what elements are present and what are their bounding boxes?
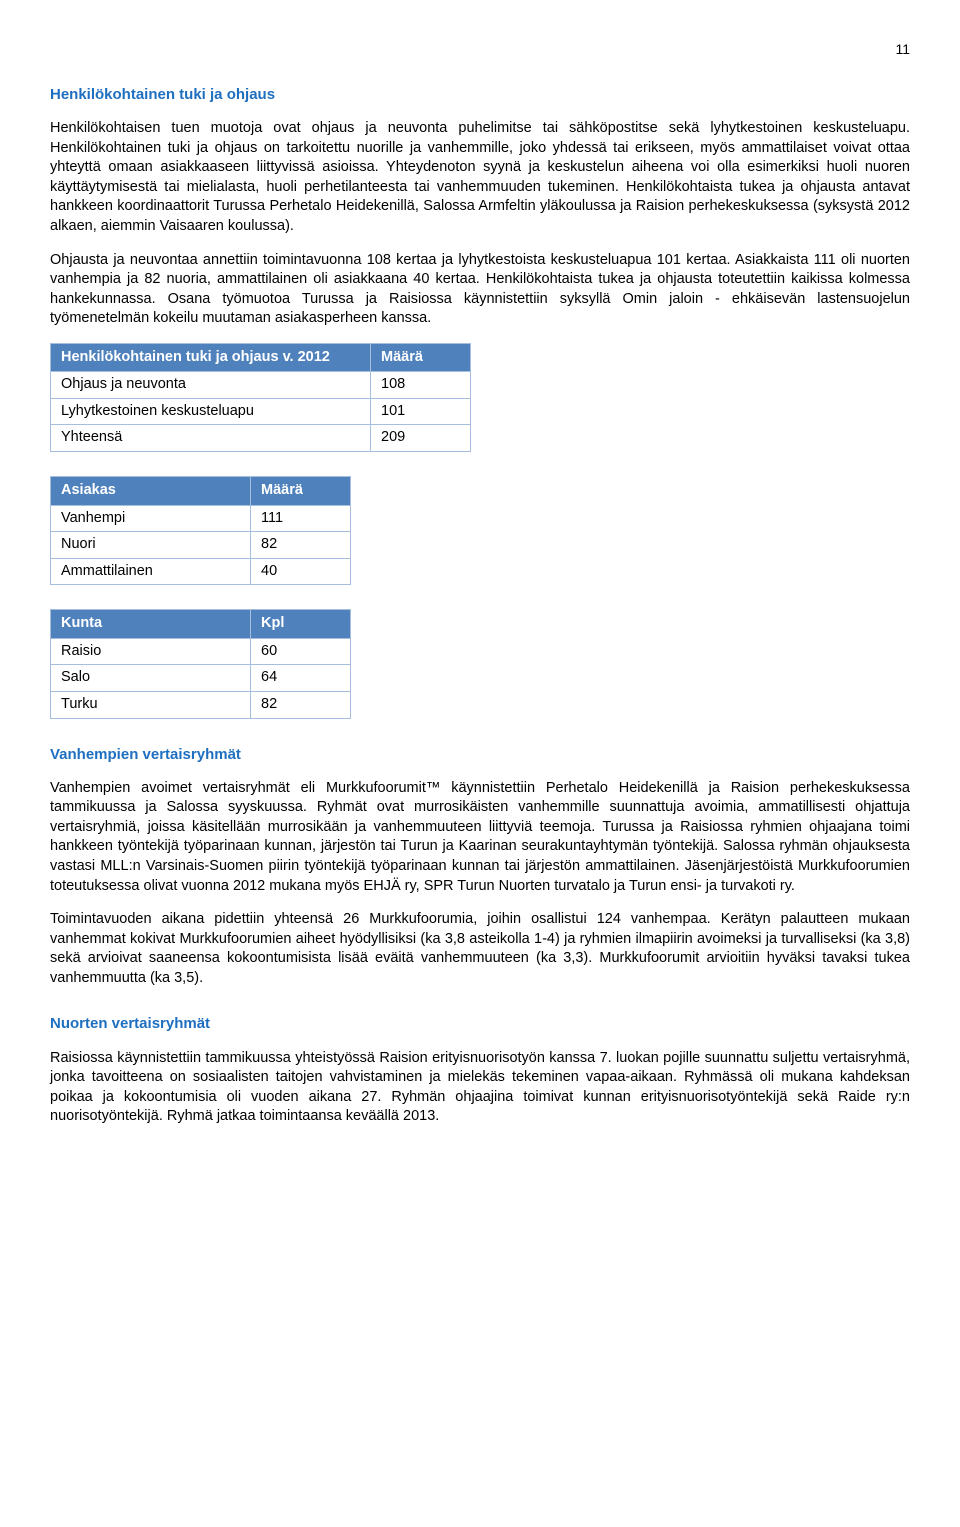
table1-h0: Henkilökohtainen tuki ja ohjaus v. 2012	[51, 343, 371, 372]
table2-r0c1: 111	[251, 505, 351, 532]
section2-para1: Vanhempien avoimet vertaisryhmät eli Mur…	[50, 779, 910, 896]
table3-r0c0: Raisio	[51, 638, 251, 665]
table2-h1: Määrä	[251, 477, 351, 506]
table2-h0: Asiakas	[51, 477, 251, 506]
table1-r2c0: Yhteensä	[51, 425, 371, 452]
section1-para1: Henkilökohtaisen tuen muotoja ovat ohjau…	[50, 119, 910, 236]
table1-r1c0: Lyhytkestoinen keskusteluapu	[51, 398, 371, 425]
section3-para1: Raisiossa käynnistettiin tammikuussa yht…	[50, 1049, 910, 1127]
table-kunta: Kunta Kpl Raisio60 Salo64 Turku82	[50, 609, 351, 718]
table1-r2c1: 209	[371, 425, 471, 452]
table-tuki-ohjaus: Henkilökohtainen tuki ja ohjaus v. 2012 …	[50, 343, 471, 452]
table3-r1c0: Salo	[51, 665, 251, 692]
table2-r1c0: Nuori	[51, 532, 251, 559]
table3-r2c0: Turku	[51, 691, 251, 718]
table2-r2c0: Ammattilainen	[51, 558, 251, 585]
section1-heading: Henkilökohtainen tuki ja ohjaus	[50, 85, 910, 105]
table2-r2c1: 40	[251, 558, 351, 585]
page-number: 11	[50, 40, 910, 59]
table2-r0c0: Vanhempi	[51, 505, 251, 532]
table3-h0: Kunta	[51, 610, 251, 639]
table3-h1: Kpl	[251, 610, 351, 639]
section3-heading: Nuorten vertaisryhmät	[50, 1014, 910, 1034]
section1-para2: Ohjausta ja neuvontaa annettiin toiminta…	[50, 251, 910, 329]
section2-para2: Toimintavuoden aikana pidettiin yhteensä…	[50, 910, 910, 988]
table1-r1c1: 101	[371, 398, 471, 425]
table1-r0c0: Ohjaus ja neuvonta	[51, 372, 371, 399]
table3-r0c1: 60	[251, 638, 351, 665]
table1-r0c1: 108	[371, 372, 471, 399]
table3-r1c1: 64	[251, 665, 351, 692]
section2-heading: Vanhempien vertaisryhmät	[50, 745, 910, 765]
table3-r2c1: 82	[251, 691, 351, 718]
table2-r1c1: 82	[251, 532, 351, 559]
table1-h1: Määrä	[371, 343, 471, 372]
table-asiakas: Asiakas Määrä Vanhempi111 Nuori82 Ammatt…	[50, 476, 351, 585]
